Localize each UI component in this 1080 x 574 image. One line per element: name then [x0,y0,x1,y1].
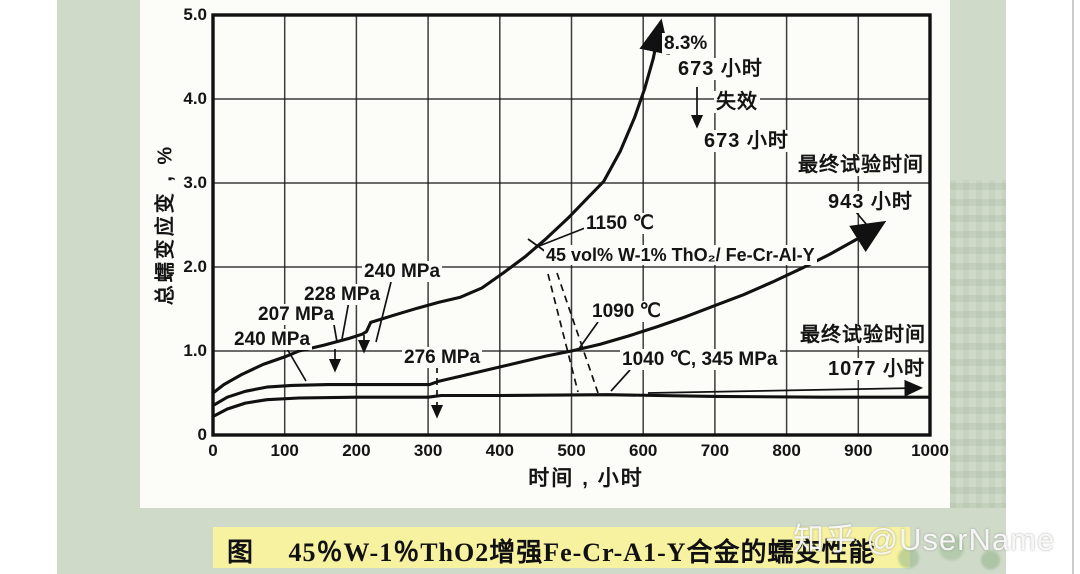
leader-1040 [610,369,631,392]
leader-240-upper [375,281,392,343]
y-axis-title: 总蠕变应变 , % [154,143,177,306]
curve1-temp-label: 1150 ℃ [584,213,656,235]
x-tick-label: 900 [844,441,873,460]
creep-curves [211,18,932,419]
x-tick-label: 100 [270,441,299,460]
left-green-band [57,0,141,574]
figure-caption: 图 45％W-1％ThO2增强Fe-Cr-A1-Y合金的蠕变性能 [227,538,876,567]
x-tick-label: 400 [485,441,514,460]
grid-lines [211,13,932,437]
y-tick-label: 0 [197,425,207,444]
stress-240-upper-label: 240 MPa [362,261,443,283]
final-test-time-top: 943 小时 [826,191,915,214]
curve-3 [211,393,932,419]
dashed-leader-a [547,273,579,393]
failure-strain-label: 8.3% [662,33,710,55]
x-tick-label: 0 [208,441,218,460]
failure-label: 失效 [714,91,760,114]
leader-228 [341,300,350,340]
composite-label: 45 vol% W-1% ThO₂/ Fe-Cr-Al-Y [544,245,817,266]
leader-1150 [533,227,586,249]
plot-border [211,13,932,437]
x-tick-label: 700 [700,441,730,460]
final-test-time-bottom: 1077 小时 [826,358,928,381]
curve2-temp-label: 1090 ℃ [590,301,663,323]
annotation-lines [285,87,924,419]
x-tick-label: 800 [772,441,801,460]
final-test-1077-arrow [647,379,924,397]
figure-caption-bar: 图 45％W-1％ThO2增强Fe-Cr-A1-Y合金的蠕变性能 [213,527,910,568]
page-edge-line [1072,0,1074,574]
y-tick-label: 4.0 [183,89,207,108]
curve-1 [211,18,670,395]
final-test-label-bottom: 最终试验时间 [798,324,928,347]
curve-2 [211,220,887,408]
failure-time2-label: 673 小时 [702,130,791,153]
y-tick-label: 2.0 [183,257,207,276]
failure-time-label: 673 小时 [676,58,765,81]
stress-240-lower-label: 240 MPa [232,329,313,351]
watermark: 知乎 @UserName [793,522,1056,557]
stress-207-label: 207 MPa [256,304,337,326]
x-tick-label: 1000 [911,441,949,460]
x-tick-label: 600 [629,441,658,460]
y-tick-label: 5.0 [183,5,207,24]
curve3-label: 1040 ℃, 345 MPa [620,349,780,371]
x-tick-label: 300 [413,441,443,460]
stress-276-label: 276 MPa [402,347,483,369]
y-tick-label: 3.0 [183,173,207,192]
x-tick-label: 200 [342,441,371,460]
dashed-leader-b [556,272,599,394]
x-tick-label: 500 [557,441,586,460]
stress-228-label: 228 MPa [302,284,383,306]
x-axis-title: 时间 , 小时 [528,467,644,490]
final-test-label-top: 最终试验时间 [796,154,926,177]
leader-240-lower [285,346,307,382]
y-tick-label: 1.0 [183,341,207,360]
